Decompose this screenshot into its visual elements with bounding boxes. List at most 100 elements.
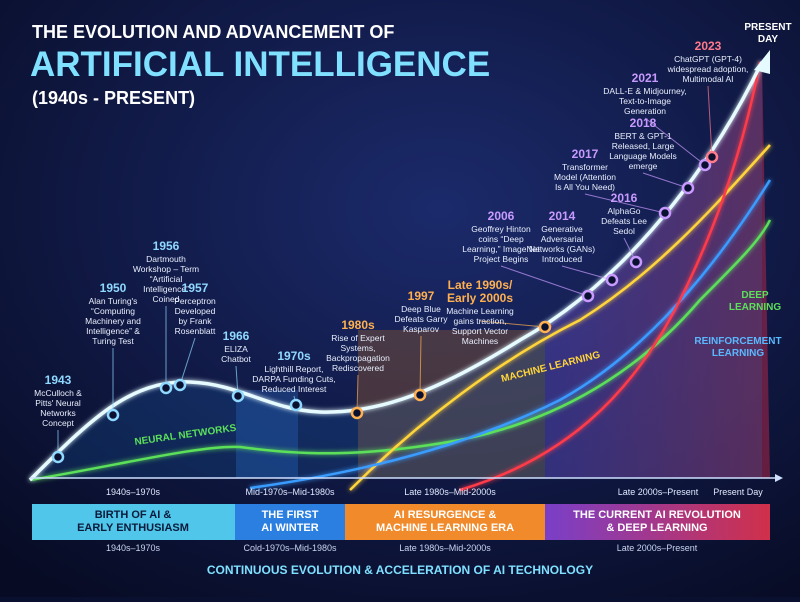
event-dot xyxy=(51,450,65,464)
event-text: Intelligence” & xyxy=(86,326,140,336)
event-dot xyxy=(106,408,120,422)
footer: CONTINUOUS EVOLUTION & ACCELERATION OF A… xyxy=(207,563,593,577)
event-text: Released, Large xyxy=(612,141,675,151)
event-text: Geoffrey Hinton xyxy=(471,224,531,234)
event-dot xyxy=(159,381,173,395)
event-text: Generative xyxy=(541,224,583,234)
header-line: THE EVOLUTION AND ADVANCEMENT OF xyxy=(32,22,394,42)
event-text: Networks xyxy=(40,408,75,418)
era-title: BIRTH OF AI & xyxy=(95,509,172,521)
end-label: DAY xyxy=(758,34,779,45)
event-text: DARPA Funding Cuts, xyxy=(252,374,335,384)
event-text: Defeats Garry xyxy=(395,314,449,324)
era-box xyxy=(32,504,235,540)
event-year: 1980s xyxy=(341,318,375,332)
event-text: gains traction, xyxy=(454,316,507,326)
event-year: Late 1990s/ xyxy=(448,278,513,292)
event-text: Adversarial xyxy=(541,234,584,244)
event-text: Language Models xyxy=(609,151,677,161)
event-dot xyxy=(289,398,303,412)
era-title: MACHINE LEARNING ERA xyxy=(376,522,514,534)
event-text: Rise of Expert xyxy=(331,333,385,343)
curve-label: DEEP xyxy=(741,290,769,301)
event-text: Perceptron xyxy=(174,296,216,306)
event-text: Kasparov xyxy=(403,324,440,334)
era-title: & DEEP LEARNING xyxy=(606,522,707,534)
event-text: Multimodal AI xyxy=(682,74,733,84)
connector xyxy=(419,335,422,396)
axis-label: Late 2000s–Present xyxy=(618,487,699,497)
event-dot xyxy=(173,378,187,392)
event-text: Systems, xyxy=(341,343,376,353)
event-dot xyxy=(581,289,595,303)
event-year: 2014 xyxy=(549,209,576,223)
era-title: THE CURRENT AI REVOLUTION xyxy=(573,509,741,521)
end-label: PRESENT xyxy=(744,22,791,33)
event-year: 1950 xyxy=(100,281,127,295)
era-title: THE FIRST xyxy=(262,509,319,521)
era-box xyxy=(235,504,345,540)
event-text: “Artificial xyxy=(150,274,183,284)
event-text: Concept xyxy=(42,418,74,428)
connector xyxy=(561,265,613,281)
event-text: BERT & GPT-1 xyxy=(614,131,672,141)
event-dot xyxy=(350,406,364,420)
event-text: Workshop – Term xyxy=(133,264,199,274)
event-dot xyxy=(231,389,245,403)
connector xyxy=(584,193,666,214)
axis-label: Late 1980s–Mid-2000s xyxy=(404,487,496,497)
event-year: 1997 xyxy=(408,289,435,303)
event-text: Transformer xyxy=(562,162,608,172)
event-text: Networks (GANs) xyxy=(529,244,595,254)
event-text: Backpropagation xyxy=(326,353,390,363)
event-text: Deep Blue xyxy=(401,304,441,314)
event-dot xyxy=(629,255,643,269)
event-text: Coined xyxy=(153,294,180,304)
event-text: Support Vector xyxy=(452,326,508,336)
arrowhead xyxy=(754,50,770,74)
event-year: 1943 xyxy=(45,373,72,387)
connector xyxy=(707,85,713,158)
event-text: Pitts' Neural xyxy=(35,398,81,408)
event-text: Chatbot xyxy=(221,354,251,364)
event-text: Introduced xyxy=(542,254,582,264)
event-text: by Frank xyxy=(178,316,212,326)
axis-label: 1940s–1970s xyxy=(106,487,161,497)
event-year: 1966 xyxy=(223,329,250,343)
event-text: Is All You Need) xyxy=(555,182,615,192)
era-title: AI WINTER xyxy=(261,522,318,534)
era-range: Cold-1970s–Mid-1980s xyxy=(243,543,337,553)
axis-label: Present Day xyxy=(713,487,763,497)
event-text: Machines xyxy=(462,336,498,346)
curve-label: REINFORCEMENT xyxy=(694,336,781,347)
event-text: DALL-E & Midjourney, xyxy=(603,86,686,96)
connector xyxy=(644,117,706,166)
event-text: Text-to-Image xyxy=(619,96,671,106)
event-text: Learning,” ImageNet xyxy=(462,244,540,254)
era-range: Late 1980s–Mid-2000s xyxy=(399,543,491,553)
event-year: 1970s xyxy=(277,349,311,363)
connector xyxy=(500,265,589,297)
event-text: Intelligence” xyxy=(143,284,189,294)
connector xyxy=(642,172,689,189)
area xyxy=(30,62,762,480)
event-year: 2023 xyxy=(695,39,722,53)
event-text: Lighthill Report, xyxy=(264,364,323,374)
header-title: ARTIFICIAL INTELLIGENCE xyxy=(30,45,490,84)
era-title: EARLY ENTHUSIASM xyxy=(77,522,189,534)
event-dot xyxy=(698,158,712,172)
event-text: AlphaGo xyxy=(607,206,640,216)
event-text: Developed xyxy=(175,306,216,316)
event-text: coins “Deep xyxy=(478,234,524,244)
event-dot xyxy=(681,181,695,195)
era-box xyxy=(545,504,770,540)
curve-rl xyxy=(249,179,772,490)
connector xyxy=(356,374,359,414)
era-shade xyxy=(236,390,298,478)
event-text: Machine Learning xyxy=(446,306,514,316)
event-text: Alan Turing's xyxy=(89,296,138,306)
event-dot xyxy=(538,320,552,334)
event-dot xyxy=(705,150,719,164)
event-year: 2006 xyxy=(488,209,515,223)
